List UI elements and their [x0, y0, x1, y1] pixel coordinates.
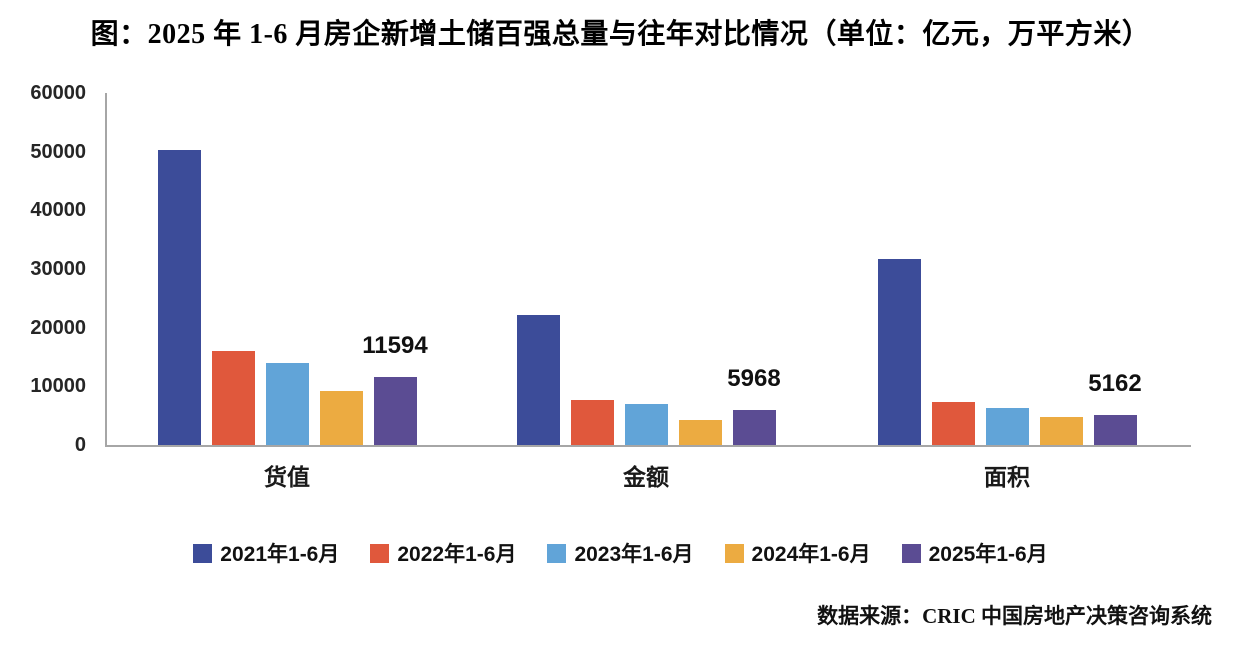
- y-tick-label-50000: 50000: [30, 140, 86, 163]
- legend: 2021年1-6月 2022年1-6月 2023年1-6月 2024年1-6月 2025…: [0, 538, 1241, 568]
- legend-item-2021年1-6月: 2021年1-6月: [193, 538, 339, 568]
- x-axis-label-货值: 货值: [264, 464, 310, 490]
- y-tick-label-20000: 20000: [30, 316, 86, 339]
- bar-2024年1-6月-面积: [1039, 416, 1083, 445]
- data-label-货值: 11594: [362, 331, 428, 359]
- bar-2021年1-6月-面积: [877, 259, 921, 445]
- bar-2021年1-6月-货值: [157, 149, 201, 445]
- bar-2021年1-6月-金额: [516, 315, 560, 445]
- legend-item-2023年1-6月: 2023年1-6月: [547, 538, 694, 568]
- y-tick-label-60000: 60000: [30, 82, 86, 104]
- bar-2025年1-6月-货值: [373, 376, 417, 445]
- bar-2022年1-6月-货值: [211, 351, 255, 445]
- legend-swatch-icon: [370, 543, 390, 563]
- legend-label: 2024年1-6月: [751, 543, 871, 566]
- y-tick-label-0: 0: [74, 434, 86, 456]
- data-label-面积: 5162: [1088, 369, 1142, 397]
- legend-label: 2025年1-6月: [928, 543, 1048, 566]
- y-tick-label-10000: 10000: [30, 375, 86, 398]
- legend-item-2022年1-6月: 2022年1-6月: [370, 538, 516, 568]
- y-tick-label-30000: 30000: [30, 258, 86, 280]
- legend-swatch-icon: [901, 543, 921, 563]
- y-tick-label-40000: 40000: [30, 199, 86, 222]
- bar-2025年1-6月-面积: [1093, 414, 1137, 445]
- bar-2022年1-6月-面积: [931, 402, 975, 445]
- source-note: 数据来源：CRIC 中国房地产决策咨询系统: [817, 604, 1212, 628]
- x-axis-line: [105, 445, 1191, 447]
- bar-2022年1-6月-金额: [570, 400, 614, 445]
- legend-item-2025年1-6月: 2025年1-6月: [901, 538, 1048, 568]
- legend-swatch-icon: [547, 543, 567, 563]
- legend-label: 2023年1-6月: [574, 543, 694, 566]
- legend-label: 2022年1-6月: [397, 543, 517, 566]
- legend-item-2024年1-6月: 2024年1-6月: [724, 538, 871, 568]
- y-axis-line: [105, 93, 107, 446]
- data-label-金额: 5968: [727, 364, 781, 392]
- bar-2023年1-6月-货值: [265, 363, 309, 445]
- chart-title: 图：2025 年 1-6 月房企新增土储百强总量与往年对比情况（单位：亿元，万平…: [90, 19, 1151, 50]
- bar-2024年1-6月-金额: [678, 420, 722, 445]
- bar-2025年1-6月-金额: [732, 409, 776, 445]
- x-axis-label-面积: 面积: [984, 464, 1030, 490]
- bar-2024年1-6月-货值: [319, 391, 363, 445]
- legend-swatch-icon: [724, 543, 744, 563]
- legend-swatch-icon: [193, 543, 213, 563]
- x-axis-label-金额: 金额: [623, 464, 669, 490]
- bar-2023年1-6月-金额: [624, 403, 668, 445]
- legend-label: 2021年1-6月: [220, 543, 340, 566]
- bar-2023年1-6月-面积: [985, 408, 1029, 445]
